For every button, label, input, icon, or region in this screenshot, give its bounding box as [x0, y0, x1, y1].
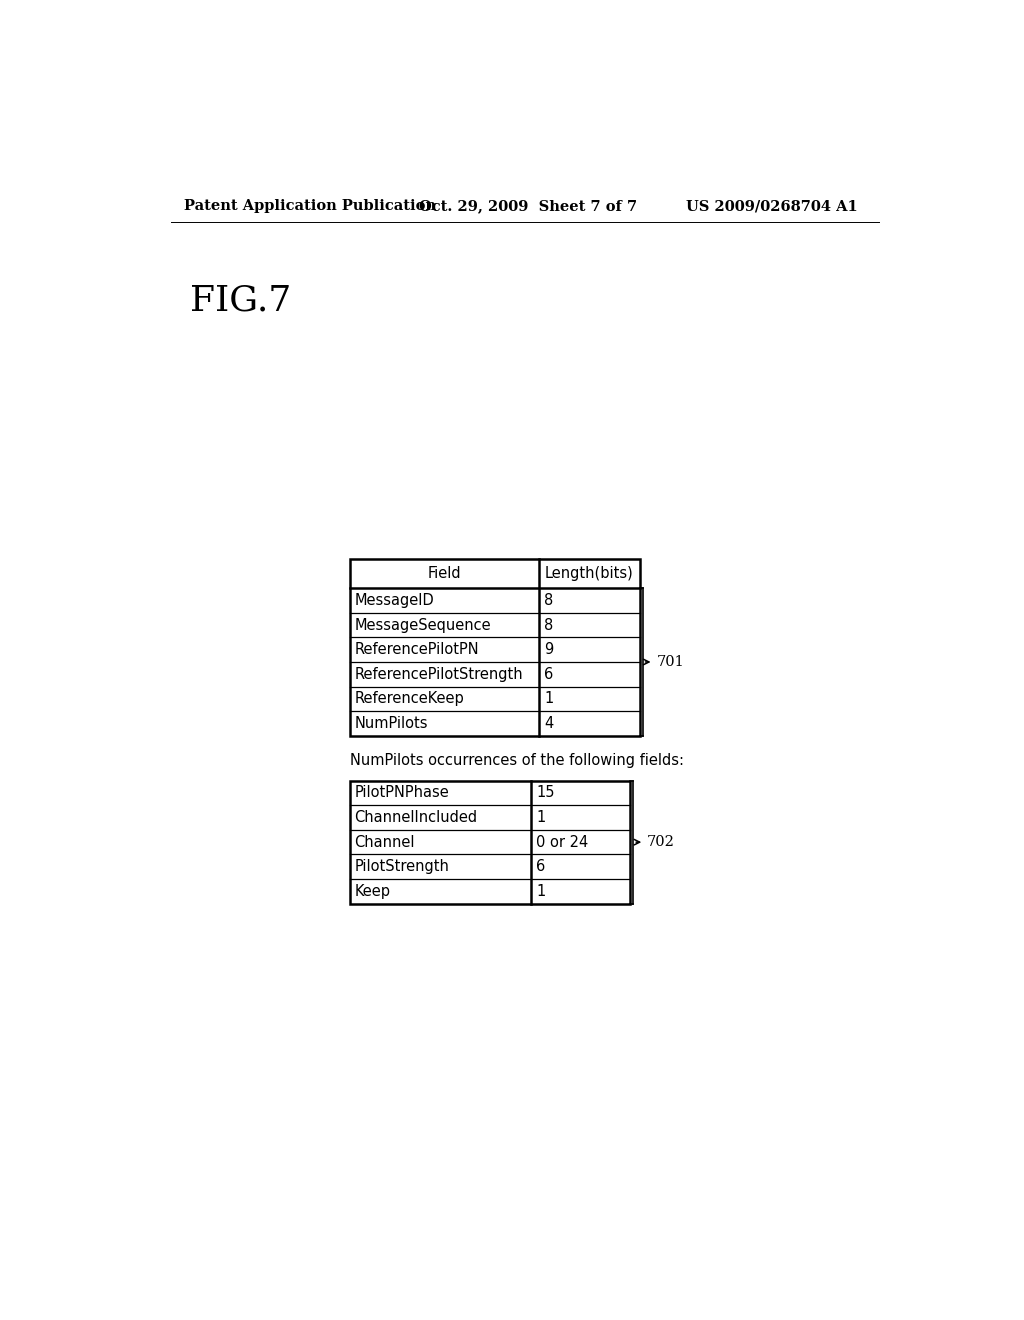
Text: FIG.7: FIG.7: [190, 284, 291, 318]
Text: 15: 15: [537, 785, 555, 800]
Text: 1: 1: [537, 884, 546, 899]
Text: Keep: Keep: [354, 884, 390, 899]
Text: PilotPNPhase: PilotPNPhase: [354, 785, 450, 800]
Text: ReferenceKeep: ReferenceKeep: [354, 692, 464, 706]
Text: Patent Application Publication: Patent Application Publication: [183, 199, 436, 213]
Text: 0 or 24: 0 or 24: [537, 834, 589, 850]
Text: ChannelIncluded: ChannelIncluded: [354, 810, 477, 825]
Text: Oct. 29, 2009  Sheet 7 of 7: Oct. 29, 2009 Sheet 7 of 7: [419, 199, 637, 213]
Text: ReferencePilotPN: ReferencePilotPN: [354, 642, 479, 657]
Text: 8: 8: [544, 618, 553, 632]
Text: Field: Field: [428, 566, 462, 581]
Bar: [350, 780, 630, 904]
Text: MessageSequence: MessageSequence: [354, 618, 490, 632]
Text: PilotStrength: PilotStrength: [354, 859, 450, 874]
Text: Length(bits): Length(bits): [545, 566, 634, 581]
Text: 8: 8: [544, 593, 553, 609]
Text: ReferencePilotStrength: ReferencePilotStrength: [354, 667, 523, 682]
Text: 4: 4: [544, 715, 553, 731]
Text: 702: 702: [647, 836, 675, 849]
Text: Channel: Channel: [354, 834, 415, 850]
Text: NumPilots occurrences of the following fields:: NumPilots occurrences of the following f…: [350, 752, 684, 768]
Text: NumPilots: NumPilots: [354, 715, 428, 731]
Text: 1: 1: [544, 692, 553, 706]
Text: 6: 6: [537, 859, 546, 874]
Text: MessageID: MessageID: [354, 593, 434, 609]
Text: 1: 1: [537, 810, 546, 825]
Text: 9: 9: [544, 642, 553, 657]
Bar: [350, 558, 640, 737]
Text: US 2009/0268704 A1: US 2009/0268704 A1: [686, 199, 858, 213]
Text: 6: 6: [544, 667, 553, 682]
Text: 701: 701: [656, 655, 684, 669]
